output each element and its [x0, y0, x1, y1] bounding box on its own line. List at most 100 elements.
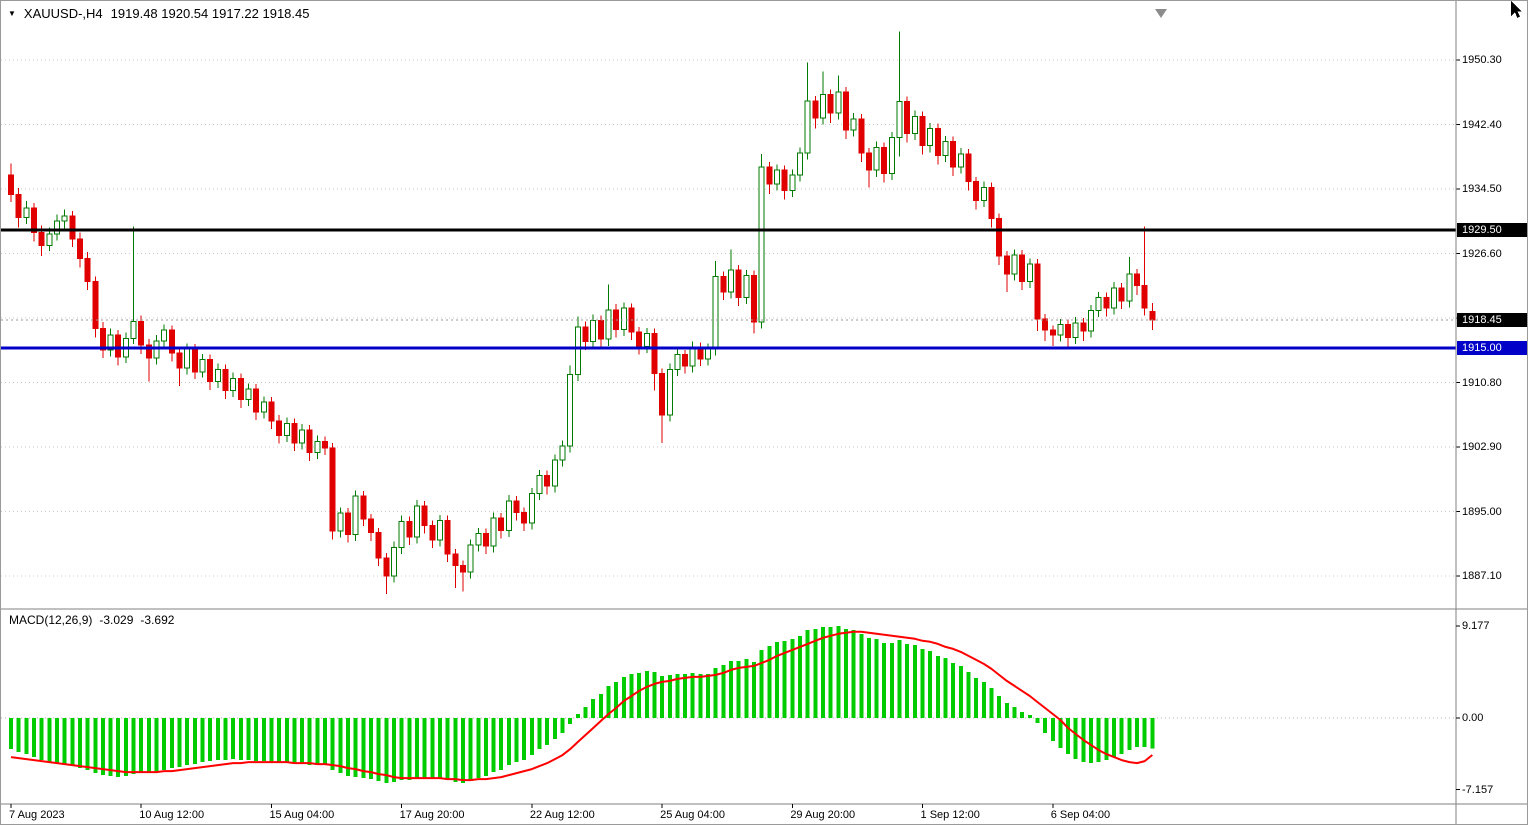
candle-bear: [368, 518, 375, 534]
macd-histogram-bar: [706, 673, 711, 718]
time-axis-label: 25 Aug 04:00: [660, 809, 725, 821]
candle-bull: [743, 275, 750, 299]
time-axis-label: 1 Sep 12:00: [920, 809, 980, 821]
macd-histogram-bar: [797, 635, 802, 718]
macd-histogram-bar: [1142, 718, 1147, 748]
macd-histogram-bar: [568, 718, 573, 725]
candle-bear: [636, 331, 643, 348]
candle-bull: [475, 533, 482, 546]
candle-bear: [766, 166, 773, 185]
candle-bull: [942, 141, 949, 157]
macd-histogram-bar: [775, 641, 779, 718]
macd-histogram-bar: [185, 718, 190, 766]
macd-histogram-bar: [606, 685, 611, 718]
candle-bull: [559, 445, 566, 461]
macd-histogram-bar: [912, 644, 917, 718]
time-axis-label: 22 Aug 12:00: [529, 809, 595, 821]
candle-bull: [1088, 310, 1095, 332]
macd-histogram-bar: [537, 718, 542, 750]
macd-histogram-bar: [951, 662, 956, 718]
candle-bear: [950, 141, 957, 168]
candle-bear: [329, 447, 336, 532]
candle-bear: [15, 194, 22, 219]
candle-bull: [789, 174, 796, 192]
candle-bear: [1042, 318, 1049, 331]
candle-bear: [904, 101, 911, 134]
candle-bull: [927, 128, 934, 147]
macd-histogram-bar: [958, 665, 963, 718]
macd-histogram-bar: [1027, 714, 1032, 718]
candle-bull: [574, 326, 581, 375]
macd-histogram-bar: [330, 718, 335, 771]
candle-bull: [873, 146, 880, 171]
macd-histogram-bar: [376, 718, 381, 782]
macd-histogram-bar: [323, 718, 328, 766]
candle-bull: [46, 233, 53, 246]
candle-bear: [191, 348, 198, 373]
candle-bear: [651, 333, 658, 375]
candle-bull: [1126, 273, 1133, 302]
candle-bear: [582, 326, 589, 343]
macd-histogram-bar: [889, 642, 894, 718]
candle-bear: [207, 359, 214, 383]
candle-bull: [1057, 324, 1064, 336]
macd-histogram-bar: [399, 718, 404, 781]
macd-histogram-bar: [1066, 718, 1071, 755]
candle-bull: [337, 512, 344, 532]
candle-bull: [107, 334, 114, 351]
time-axis-label: 15 Aug 04:00: [269, 809, 335, 821]
candle-bull: [398, 520, 405, 548]
macd-histogram-bar: [813, 628, 818, 718]
candle-bear: [1019, 254, 1026, 282]
macd-histogram-bar: [437, 718, 442, 779]
candle-bull: [774, 169, 780, 185]
macd-histogram-bar: [208, 718, 213, 762]
candle-bear: [145, 344, 152, 359]
candle-bear: [406, 520, 413, 538]
candle-bull: [674, 354, 681, 370]
chevron-down-icon[interactable]: ▼: [8, 8, 16, 18]
macd-histogram-bar: [920, 648, 925, 718]
candle-bear: [38, 231, 45, 246]
macd-histogram-bar: [866, 637, 871, 718]
macd-histogram-bar: [1127, 718, 1132, 751]
macd-histogram-bar: [591, 698, 596, 718]
symbol-ohlc-label: ▼ XAUUSD-,H4 1919.48 1920.54 1917.22 191…: [8, 6, 309, 21]
macd-histogram-bar: [300, 718, 305, 765]
candle-bull: [712, 275, 719, 350]
macd-histogram-bar: [284, 718, 289, 764]
candle-bear: [1034, 263, 1041, 320]
candle-bull: [888, 137, 895, 174]
macd-histogram-bar: [254, 718, 259, 762]
price-axis-label: 1934.50: [1462, 183, 1502, 195]
macd-histogram-bar: [139, 718, 144, 774]
time-axis-label: 29 Aug 20:00: [790, 809, 856, 821]
candle-bull: [161, 329, 168, 342]
macd-histogram-bar: [897, 639, 902, 718]
candle-bear: [1003, 255, 1010, 275]
candle-bull: [835, 91, 842, 114]
candle-bear: [842, 91, 849, 131]
candle-bull: [184, 348, 191, 369]
macd-histogram-bar: [729, 660, 734, 718]
candle-bear: [268, 401, 275, 422]
chart-shift-marker-icon[interactable]: [1155, 9, 1167, 18]
candle-bull: [199, 359, 206, 373]
macd-histogram-bar: [162, 718, 167, 771]
candle-bull: [413, 505, 420, 538]
macd-histogram-bar: [1058, 718, 1063, 749]
macd-histogram-bar: [545, 718, 550, 746]
candle-bear: [1134, 273, 1141, 286]
candle-bull: [567, 373, 574, 447]
candle-bull: [61, 215, 68, 222]
macd-histogram-bar: [9, 718, 13, 750]
macd-histogram-bar: [1035, 718, 1040, 724]
macd-histogram-bar: [468, 718, 473, 782]
candle-bear: [988, 186, 995, 219]
candle-bull: [314, 440, 321, 454]
macd-histogram-bar: [874, 638, 879, 718]
macd-histogram-bar: [392, 718, 396, 783]
macd-histogram-bar: [805, 629, 810, 718]
candle-bear: [865, 152, 872, 171]
